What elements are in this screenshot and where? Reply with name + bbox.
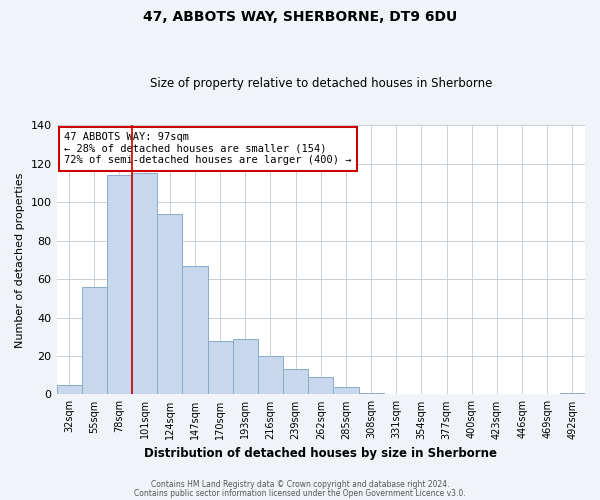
Bar — [132, 174, 157, 394]
Y-axis label: Number of detached properties: Number of detached properties — [15, 172, 25, 348]
Bar — [283, 370, 308, 394]
Bar — [107, 176, 132, 394]
Bar — [157, 214, 182, 394]
Bar — [233, 338, 258, 394]
Bar — [182, 266, 208, 394]
X-axis label: Distribution of detached houses by size in Sherborne: Distribution of detached houses by size … — [144, 447, 497, 460]
Title: Size of property relative to detached houses in Sherborne: Size of property relative to detached ho… — [149, 76, 492, 90]
Bar — [334, 386, 359, 394]
Text: Contains public sector information licensed under the Open Government Licence v3: Contains public sector information licen… — [134, 488, 466, 498]
Bar — [82, 287, 107, 395]
Bar — [208, 340, 233, 394]
Text: Contains HM Land Registry data © Crown copyright and database right 2024.: Contains HM Land Registry data © Crown c… — [151, 480, 449, 489]
Bar — [308, 377, 334, 394]
Bar — [359, 392, 383, 394]
Bar — [56, 385, 82, 394]
Text: 47, ABBOTS WAY, SHERBORNE, DT9 6DU: 47, ABBOTS WAY, SHERBORNE, DT9 6DU — [143, 10, 457, 24]
Text: 47 ABBOTS WAY: 97sqm
← 28% of detached houses are smaller (154)
72% of semi-deta: 47 ABBOTS WAY: 97sqm ← 28% of detached h… — [64, 132, 352, 166]
Bar — [560, 392, 585, 394]
Bar — [258, 356, 283, 395]
